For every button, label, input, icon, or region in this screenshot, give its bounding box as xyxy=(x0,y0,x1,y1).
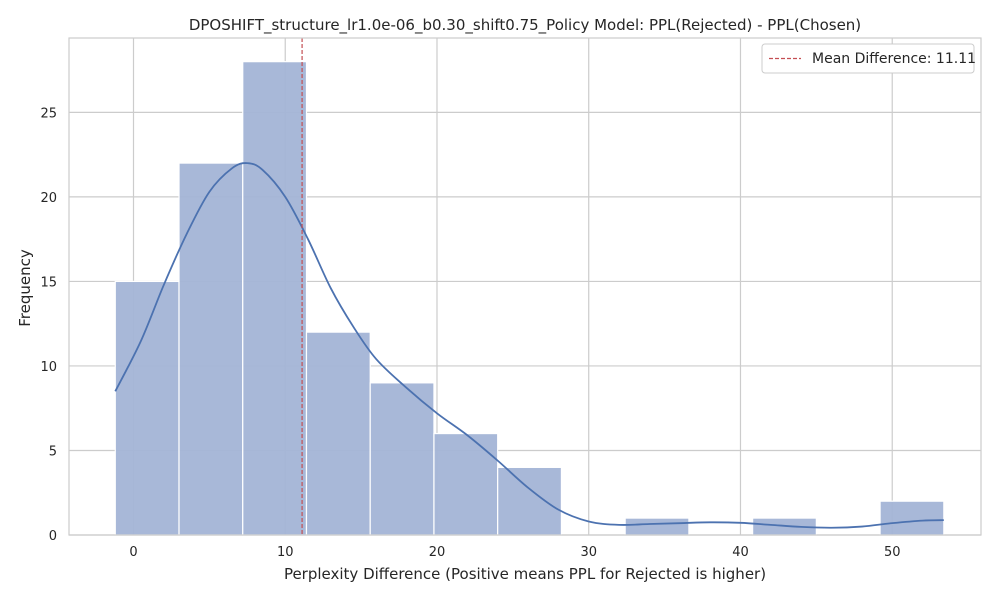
histogram-bar xyxy=(369,382,435,536)
legend-mean-label: Mean Difference: 11.11 xyxy=(812,51,976,67)
x-tick-label: 50 xyxy=(884,545,901,560)
x-tick-label: 30 xyxy=(580,545,597,560)
x-tick-label: 40 xyxy=(732,545,749,560)
y-axis-ticks: 0 5 10 15 20 25 xyxy=(40,106,57,544)
histogram-bar xyxy=(433,432,499,536)
x-tick-label: 20 xyxy=(429,545,446,560)
x-axis-ticks: 0 10 20 30 40 50 xyxy=(129,545,900,560)
chart-title: DPOSHIFT_structure_lr1.0e-06_b0.30_shift… xyxy=(189,16,861,35)
histogram-bar xyxy=(178,162,244,536)
y-tick-label: 25 xyxy=(40,106,57,121)
plot-frame xyxy=(68,37,982,536)
y-tick-label: 10 xyxy=(40,360,57,375)
y-tick-label: 0 xyxy=(49,529,57,544)
y-tick-label: 20 xyxy=(40,191,57,206)
x-tick-label: 10 xyxy=(277,545,294,560)
legend-box xyxy=(761,43,975,74)
histogram-bar xyxy=(114,280,180,536)
histogram-bar xyxy=(305,331,371,536)
histogram-bar xyxy=(624,517,690,536)
x-tick-label: 0 xyxy=(129,545,137,560)
y-tick-label: 5 xyxy=(49,444,57,459)
kde-curve-group xyxy=(114,162,944,529)
x-axis-label: Perplexity Difference (Positive means PP… xyxy=(284,565,766,583)
y-axis-label: Frequency xyxy=(16,249,34,327)
histogram-bar xyxy=(879,500,945,536)
histogram-bar xyxy=(242,61,308,536)
histogram-bar xyxy=(497,466,563,536)
kde-curve xyxy=(114,162,944,529)
y-tick-label: 15 xyxy=(40,275,57,290)
legend: Mean Difference: 11.11 xyxy=(761,43,976,74)
